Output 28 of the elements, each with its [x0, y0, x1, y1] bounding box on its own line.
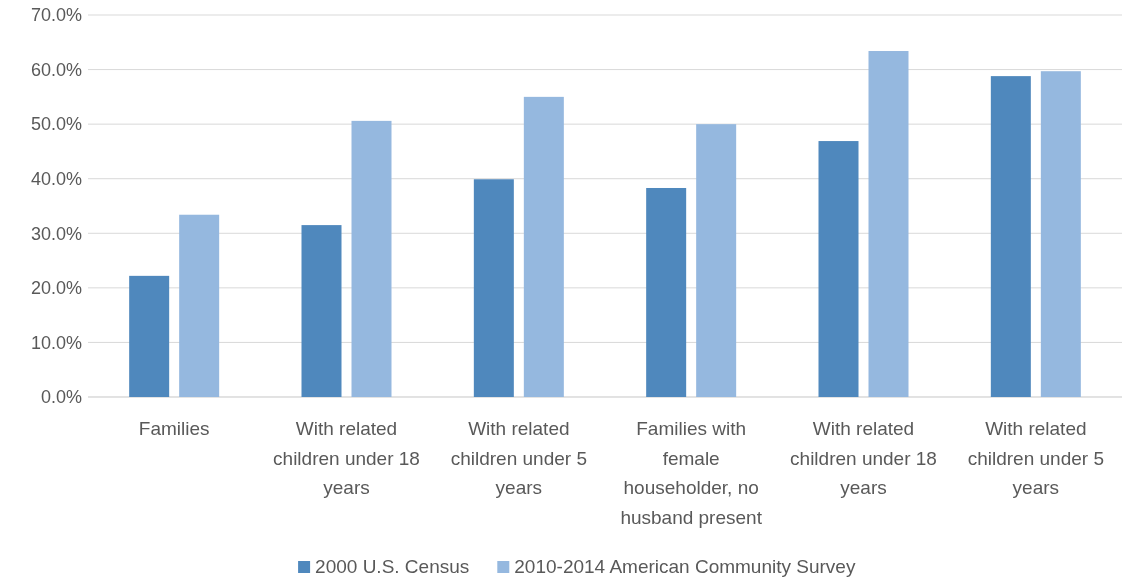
- y-tick-label: 10.0%: [30, 332, 82, 353]
- bar: [696, 124, 737, 397]
- y-tick-label: 20.0%: [30, 278, 82, 299]
- bar: [868, 51, 909, 397]
- bar: [646, 187, 687, 397]
- bar: [523, 96, 564, 397]
- x-tick-label: With related children under 18 years: [273, 418, 420, 498]
- bar: [1040, 71, 1081, 397]
- bar: [129, 275, 170, 397]
- x-tick-label: With related children under 5 years: [450, 418, 587, 498]
- bar: [990, 76, 1031, 397]
- legend-label: 2000 U.S. Census: [315, 556, 470, 577]
- y-tick-label: 70.0%: [30, 5, 82, 26]
- y-tick-label: 40.0%: [30, 168, 82, 189]
- y-tick-label: 60.0%: [30, 59, 82, 80]
- y-tick-label: 30.0%: [30, 223, 82, 244]
- bar: [179, 214, 220, 397]
- x-tick-label: With related children under 18 years: [790, 418, 937, 498]
- bar: [301, 225, 342, 397]
- x-tick-label: Families with female householder, no husband present: [620, 418, 763, 528]
- bar: [818, 141, 859, 397]
- y-tick-label: 50.0%: [30, 114, 82, 135]
- x-tick-label: Families: [138, 418, 210, 439]
- x-tick-label: With related children under 5 years: [967, 418, 1104, 498]
- bar: [351, 120, 392, 397]
- y-tick-label: 0.0%: [40, 387, 82, 408]
- legend-label: 2010-2014 American Community Survey: [514, 556, 856, 577]
- bar: [473, 179, 514, 397]
